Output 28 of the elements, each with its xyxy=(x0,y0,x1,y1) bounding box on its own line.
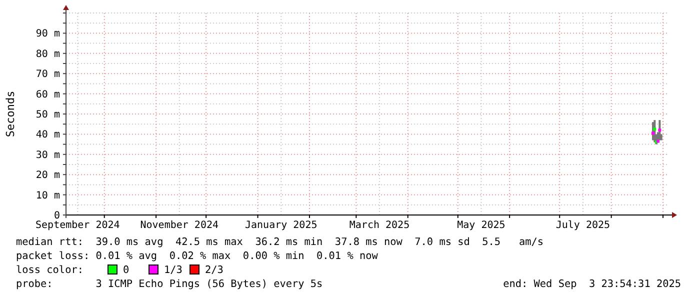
x-tick-label: November 2024 xyxy=(140,220,219,231)
y-tick-label: 0 xyxy=(54,210,60,222)
point xyxy=(653,128,656,131)
legend-label: 2/3 xyxy=(205,265,224,276)
point xyxy=(652,132,654,135)
x-tick-label: July 2025 xyxy=(556,220,610,231)
y-tick-label: 30 m xyxy=(36,150,60,161)
y-axis-title: Seconds xyxy=(4,90,17,138)
y-tick-label: 80 m xyxy=(36,48,60,60)
legend-title: loss color: xyxy=(16,265,84,276)
x-tick-label: January 2025 xyxy=(244,220,318,231)
legend-label: 0 xyxy=(123,265,130,276)
legend-label: 1/3 xyxy=(164,265,182,276)
x-tick-label: September 2024 xyxy=(36,220,120,231)
text: packet loss: 0.01 % avg 0.02 % max 0.00 % min 0.01 % now xyxy=(16,251,379,262)
y-tick-label: 50 m xyxy=(36,110,60,120)
y-tick-label: 10 m xyxy=(36,190,60,202)
y-tick-label: 20 m xyxy=(36,170,60,182)
y-tick-label: 60 m xyxy=(36,89,60,100)
x-tick-label: March 2025 xyxy=(349,220,410,231)
text: probe: 3 ICMP Echo Pings (56 Bytes) every 5s xyxy=(16,279,323,290)
y-tick-label: 70 m xyxy=(36,69,60,80)
y-tick-label: 40 m xyxy=(36,130,60,141)
point xyxy=(658,128,662,132)
y-tick-label: 90 m xyxy=(36,28,60,40)
text: end: Wed Sep 3 23:54:31 2025 xyxy=(503,279,681,290)
text: median rtt: 39.0 ms avg 42.5 ms max 36.2 ms min 37.8 ms now 7.0 ms sd 5.5 am/s xyxy=(16,237,544,248)
x-tick-label: May 2025 xyxy=(457,220,506,231)
